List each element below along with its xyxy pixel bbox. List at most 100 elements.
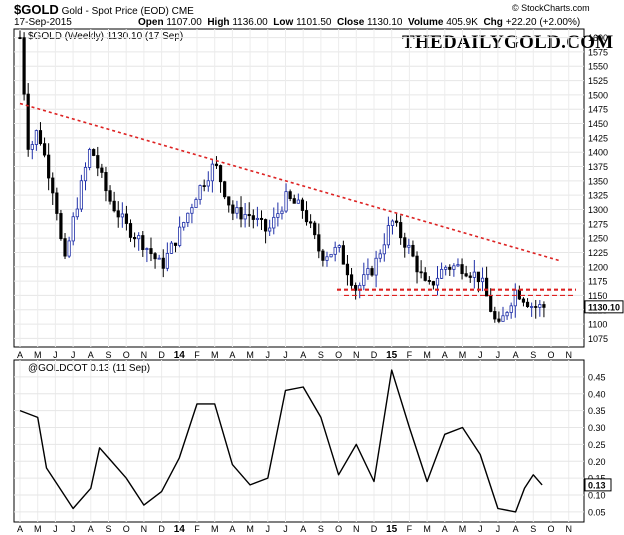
month-label: M (34, 524, 42, 534)
quote-values: Open 1107.00 High 1136.00 Low 1101.50 Cl… (138, 17, 580, 28)
price-bar-body (284, 191, 288, 212)
volume-value: 405.9K (446, 17, 478, 28)
price-bar-body (223, 181, 227, 198)
price-bar-body (55, 192, 59, 214)
price-y-tick-label: 1425 (588, 133, 608, 143)
price-bar-body (112, 200, 116, 212)
cot-last-value-box (584, 478, 612, 492)
price-bar-body (38, 130, 43, 145)
price-y-tick-label: 1500 (588, 90, 608, 100)
price-bar-body (431, 281, 436, 286)
price-bars (18, 30, 546, 324)
price-bar-body (390, 220, 395, 226)
price-bar-body (243, 214, 247, 220)
month-label: F (407, 524, 413, 534)
cot-y-tick-label: 0.10 (588, 491, 606, 501)
month-label: A (513, 350, 519, 360)
price-bar-body (141, 235, 145, 250)
price-bar-body (382, 244, 386, 255)
price-bar-body (530, 306, 534, 308)
month-label: J (478, 350, 483, 360)
month-label: S (318, 350, 324, 360)
month-label: J (478, 524, 483, 534)
price-bar-body (116, 210, 120, 218)
resistance-trendline (19, 102, 562, 262)
price-bar-body (354, 285, 358, 291)
price-bar-body (366, 268, 370, 276)
price-bar-body (525, 301, 530, 308)
month-label: A (88, 350, 94, 360)
price-bar-body (108, 190, 112, 202)
price-bar-body (505, 312, 509, 317)
close-value: 1130.10 (367, 17, 403, 28)
price-bar-body (214, 163, 219, 166)
price-bar-body (149, 248, 153, 255)
month-label: O (123, 524, 130, 534)
price-bar-body (227, 196, 231, 206)
month-label: D (158, 350, 165, 360)
price-bar-body (51, 177, 55, 194)
price-bar-body (411, 244, 415, 257)
price-bar-body (296, 199, 300, 204)
cot-y-tick-label: 0.30 (588, 423, 606, 433)
month-label: J (53, 524, 58, 534)
price-bar-body (235, 207, 239, 214)
price-bar-body (34, 130, 38, 145)
price-bar-body (218, 165, 223, 183)
price-bar-body (137, 235, 141, 240)
price-bar-body (349, 274, 354, 286)
price-bar-body (198, 185, 202, 200)
price-bar-body (300, 199, 305, 211)
price-y-tick-label: 1575 (588, 47, 608, 57)
price-bar-body (231, 204, 235, 214)
price-bar-body (329, 253, 333, 258)
price-bar-body (333, 246, 337, 255)
price-bar-body (26, 93, 30, 150)
price-annotations (19, 102, 576, 297)
month-label: J (283, 350, 288, 360)
price-bar-body (472, 271, 476, 278)
price-bar-body (407, 244, 411, 248)
price-y-tick-label: 1200 (588, 262, 608, 272)
price-bar-body (321, 250, 325, 261)
price-bar-body (337, 245, 341, 248)
cot-y-axis: 0.050.100.150.200.250.300.350.400.45 (588, 372, 606, 517)
price-bar-body (464, 273, 468, 277)
month-label: J (266, 524, 271, 534)
price-bar-body (313, 222, 317, 236)
month-label: M (246, 524, 254, 534)
price-bar-body (517, 289, 521, 300)
open-label: Open (138, 17, 164, 28)
month-label: J (53, 350, 58, 360)
quote-date: 17-Sep-2015 (14, 17, 72, 28)
price-bar-body (427, 280, 431, 282)
price-bar-body (399, 222, 403, 239)
price-bar-body (96, 155, 100, 169)
price-bar-body (169, 242, 174, 254)
price-last-value-label: 1130.10 (588, 302, 620, 312)
month-label: A (17, 350, 23, 360)
month-label: N (353, 524, 360, 534)
month-label: A (513, 524, 519, 534)
price-bar-body (394, 220, 399, 223)
x-axis-month-labels-cot: A M J J A S O N D 14 F M A M J J A S O N D 15 F M A M J J A S O N (17, 524, 572, 535)
month-label: N (565, 350, 572, 360)
price-bar-body (47, 154, 51, 179)
price-bar-body (497, 318, 501, 322)
price-bar-body (120, 213, 124, 218)
price-bar-body (210, 163, 214, 182)
price-panel-frame (13, 28, 585, 348)
month-label: 15 (386, 524, 398, 535)
month-label: A (442, 350, 448, 360)
price-bar-body (542, 304, 546, 308)
price-bar-body (145, 248, 149, 250)
high-value: 1136.00 (232, 17, 268, 28)
price-bar-body (493, 311, 497, 320)
cot-last-value: 0.13 (584, 478, 612, 492)
month-label: J (283, 524, 288, 534)
month-label: A (300, 524, 306, 534)
month-label: A (300, 350, 306, 360)
price-bar-body (67, 240, 71, 257)
price-y-tick-label: 1550 (588, 62, 608, 72)
